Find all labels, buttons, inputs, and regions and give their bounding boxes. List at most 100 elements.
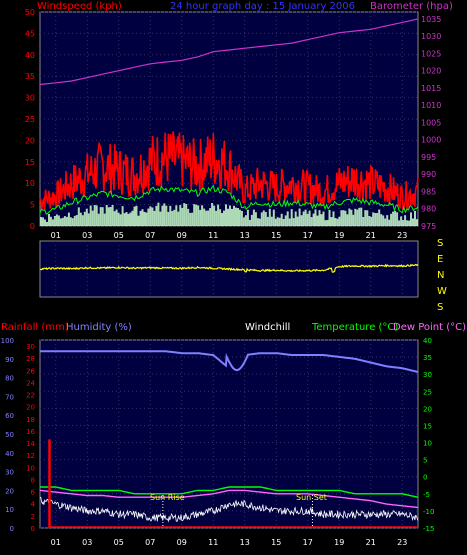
wind-average-bar [342, 210, 345, 226]
windspeed-tick-label: 35 [25, 72, 35, 81]
wind-average-bar [225, 204, 227, 226]
barometer-tick-label: 1005 [421, 118, 441, 127]
barometer-tick-label: 1000 [421, 136, 441, 145]
wind-average-bar [65, 216, 68, 226]
humidity-axis-title: Humidity (%) [66, 322, 132, 333]
windspeed-tick-label: 15 [25, 158, 35, 167]
wind-average-bar [386, 215, 389, 226]
wind-average-bar [153, 210, 156, 226]
wind-average-bar [382, 215, 385, 226]
wind-average-bar [416, 219, 418, 226]
windspeed-axis-title: Windspeed (kph) [37, 1, 122, 12]
wind-average-bar [135, 205, 138, 226]
wind-average-bar [87, 213, 90, 226]
wind-average-bar [159, 211, 162, 226]
wind-average-bar [398, 220, 401, 226]
wind-average-bar [51, 219, 54, 226]
wind-average-bar [49, 216, 52, 226]
direction-label: N [437, 270, 444, 281]
wind-average-bar [131, 210, 134, 226]
humidity-tick-label: 90 [5, 356, 14, 364]
wind-average-bar [99, 207, 102, 226]
wind-average-bar [215, 210, 218, 226]
temperature-panel-series [39, 350, 419, 528]
wind-average-bar [402, 220, 405, 226]
wind-average-bar [284, 215, 287, 226]
wind-average-bar [308, 210, 311, 226]
wind-average-bar [53, 216, 56, 226]
wind-panel-series [39, 18, 419, 226]
rainfall-tick-label: 24 [26, 379, 35, 387]
temperature-tick-label: 20 [423, 405, 432, 413]
wind-average-bar [46, 221, 48, 226]
barometer-tick-label: 1025 [421, 49, 441, 58]
wind-average-bar [352, 214, 355, 226]
wind-average-bar [105, 205, 108, 226]
x-tick-label: 11 [208, 538, 218, 547]
wind-average-bar [276, 217, 279, 226]
wind-average-bar [408, 220, 411, 226]
x-tick-label: 15 [271, 231, 281, 240]
wind-average-bar [358, 207, 361, 226]
rainfall-tick-label: 28 [26, 355, 35, 363]
x-tick-label: 07 [145, 538, 155, 547]
wind-gust-line [39, 184, 419, 215]
wind-average-bar [59, 218, 62, 226]
wind-average-bar [89, 205, 92, 226]
rainfall-tick-label: 6 [31, 489, 36, 497]
wind-average-bar [260, 212, 263, 226]
wind-average-bar [109, 207, 112, 226]
wind-average-bar [40, 217, 42, 226]
wind-average-bar [165, 205, 168, 226]
barometer-axis-title: Barometer (hpa) [370, 1, 453, 12]
wind-average-bar [238, 209, 241, 226]
windspeed-tick-label: 10 [25, 179, 35, 188]
wind-average-bar [95, 205, 98, 226]
wind-average-bar [270, 216, 273, 226]
temperature-tick-label: 35 [423, 354, 432, 362]
wind-average-bar [161, 205, 164, 226]
humidity-tick-label: 50 [5, 431, 14, 439]
wind-average-bar [294, 211, 297, 226]
wind-average-bar [145, 212, 148, 226]
humidity-line [40, 350, 419, 373]
wind-average-bar [316, 215, 319, 226]
barometer-tick-label: 1030 [421, 32, 441, 41]
x-tick-label: 09 [177, 538, 187, 547]
wind-average-bar [101, 207, 104, 226]
wind-average-bar [143, 211, 146, 226]
wind-average-bar [133, 206, 136, 226]
rainfall-tick-label: 4 [31, 501, 36, 509]
wind-average-bar [256, 218, 259, 226]
wind-average-bar [233, 205, 235, 226]
barometer-tick-label: 1015 [421, 84, 441, 93]
wind-average-bar [400, 216, 403, 226]
wind-average-bar [201, 205, 204, 226]
rainfall-tick-label: 30 [26, 343, 35, 351]
wind-average-bar [364, 210, 367, 226]
wind-average-bar [61, 217, 64, 226]
wind-average-bar [330, 217, 333, 226]
humidity-tick-label: 60 [5, 412, 14, 420]
wind-average-bar [209, 208, 212, 226]
barometer-tick-label: 1035 [421, 15, 441, 24]
rainfall-axis-title: Rainfall (mm) [1, 322, 69, 333]
wind-average-bar [179, 205, 182, 226]
wind-average-bar [193, 204, 196, 226]
x-tick-label: 15 [271, 538, 281, 547]
rainfall-tick-label: 16 [26, 428, 35, 436]
windspeed-tick-label: 0 [30, 222, 35, 231]
wind-average-bar [137, 215, 140, 226]
wind-average-bar [336, 218, 339, 226]
temperature-panel [39, 339, 419, 529]
wind-average-bar [314, 209, 317, 226]
wind-average-bar [231, 208, 233, 226]
wind-average-bar [384, 218, 387, 226]
wind-average-bar [197, 205, 200, 226]
wind-average-bar [378, 209, 381, 226]
wind-average-bar [404, 215, 407, 226]
direction-label: S [437, 302, 443, 313]
x-tick-label: 01 [51, 231, 61, 240]
wind-average-bar [73, 215, 76, 226]
wind-average-bar [103, 213, 106, 226]
